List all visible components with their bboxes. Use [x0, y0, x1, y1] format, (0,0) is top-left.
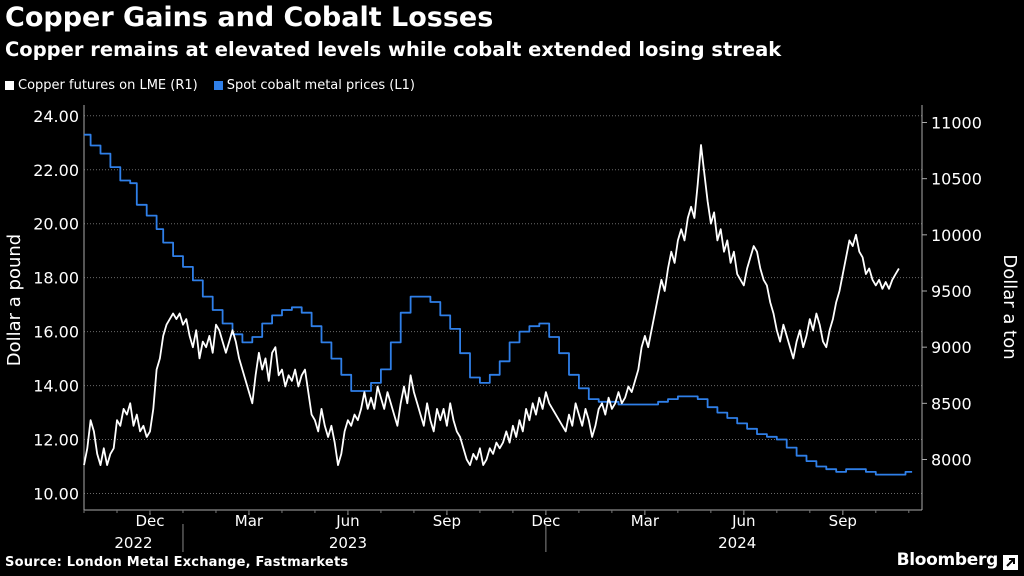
left-tick-label: 14.00	[33, 377, 79, 396]
year-label: 2024	[718, 534, 756, 552]
year-label: 2022	[114, 534, 152, 552]
right-tick-label: 8000	[931, 451, 972, 470]
right-tick-label: 10500	[931, 170, 982, 189]
left-tick-label: 10.00	[33, 485, 79, 504]
right-tick-label: 8500	[931, 394, 972, 413]
left-tick-label: 18.00	[33, 269, 79, 288]
x-tick-label: Mar	[631, 512, 660, 530]
x-tick-label: Dec	[531, 512, 560, 530]
left-tick-label: 22.00	[33, 161, 79, 180]
right-tick-label: 9500	[931, 282, 972, 301]
x-tick-label: Sep	[433, 512, 461, 530]
legend: Copper futures on LME (R1) Spot cobalt m…	[5, 78, 415, 93]
left-axis-ticks: 10.00 12.00 14.00 16.00 18.00 20.00 22.00 24.00	[33, 107, 79, 504]
series-lines	[83, 133, 913, 476]
legend-label-cobalt: Spot cobalt metal prices (L1)	[226, 78, 415, 93]
bloomberg-logo-icon	[1003, 555, 1018, 570]
year-label: 2023	[329, 534, 367, 552]
left-tick-label: 12.00	[33, 431, 79, 450]
legend-item-copper: Copper futures on LME (R1)	[5, 78, 198, 93]
right-axis-label: Dollar a ton	[999, 254, 1020, 359]
x-tick-label: Sep	[829, 512, 857, 530]
right-tick-label: 10000	[931, 226, 982, 245]
cobalt-legend-swatch	[213, 81, 223, 90]
source-note: Source: London Metal Exchange, Fastmarke…	[5, 555, 349, 570]
legend-item-cobalt: Spot cobalt metal prices (L1)	[213, 78, 415, 93]
copper-legend-swatch	[5, 81, 14, 90]
cobalt-series-line	[84, 133, 913, 476]
x-tick-label: Mar	[235, 512, 264, 530]
legend-label-copper: Copper futures on LME (R1)	[18, 78, 198, 93]
left-tick-label: 20.00	[33, 215, 79, 234]
x-tick-label: Dec	[135, 512, 164, 530]
x-tick-label: Jun	[731, 512, 755, 530]
left-axis-label: Dollar a pound	[4, 234, 25, 366]
copper-series-line	[83, 144, 900, 466]
x-tick-label: Jun	[335, 512, 359, 530]
chart-title: Copper Gains and Cobalt Losses	[5, 2, 494, 33]
right-tick-label: 11000	[931, 114, 982, 133]
grid	[83, 105, 923, 511]
right-tick-label: 9000	[931, 338, 972, 357]
right-axis-ticks: 8000 8500 9000 9500 10000 10500 11000	[922, 114, 982, 470]
left-tick-label: 24.00	[33, 107, 79, 126]
x-axis-ticks: Dec Mar Jun Sep Dec Mar Jun Sep 2022 2023 2024	[83, 510, 910, 552]
left-tick-label: 16.00	[33, 323, 79, 342]
chart-subtitle: Copper remains at elevated levels while …	[5, 38, 782, 61]
brand-logo-text: Bloomberg	[896, 550, 999, 570]
